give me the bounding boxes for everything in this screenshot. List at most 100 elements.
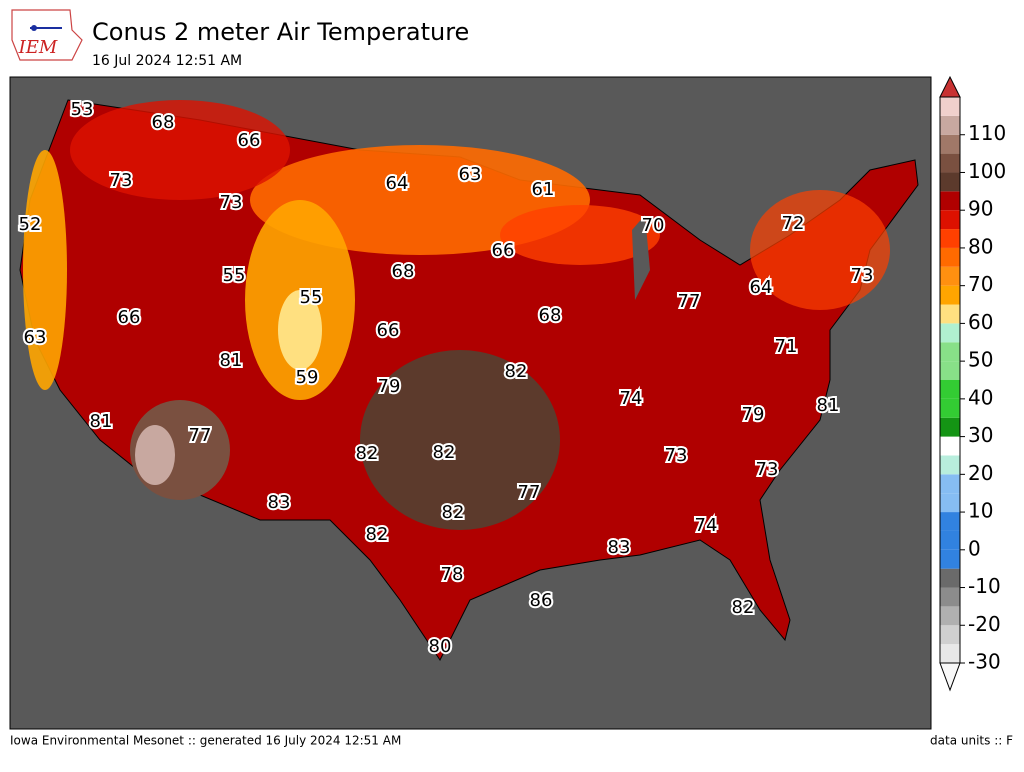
colorbar-tick-label: 100 (968, 159, 1006, 183)
colorbar-over (939, 75, 961, 98)
station-value: 52 (19, 214, 42, 235)
station-value: 82 (356, 443, 379, 464)
station-value: 77 (518, 482, 541, 503)
colorbar-bin (940, 606, 960, 626)
colorbar-bin (940, 97, 960, 116)
station-value: 63 (459, 164, 482, 185)
station-value: 55 (300, 287, 323, 308)
map (9, 76, 932, 730)
colorbar-bin (940, 625, 960, 645)
colorbar-tick-label: 30 (968, 423, 993, 447)
colorbar-bin (940, 153, 960, 173)
footer-right: data units :: F (930, 734, 1013, 748)
station-value: 81 (90, 411, 113, 432)
station-value: 66 (238, 130, 261, 151)
station-value: 79 (378, 376, 401, 397)
colorbar-bin (940, 493, 960, 513)
station-value: 81 (220, 350, 243, 371)
station-value: 59 (296, 367, 319, 388)
colorbar-tick-label: 40 (968, 385, 993, 409)
station-value: 81 (817, 395, 840, 416)
colorbar-tick-label: -20 (968, 612, 1001, 636)
colorbar-bin (940, 417, 960, 437)
colorbar-tick-label: 0 (968, 536, 981, 560)
station-value: 73 (665, 445, 688, 466)
station-value: 80 (429, 636, 452, 657)
colorbar-bin (940, 172, 960, 192)
colorbar-bin (940, 380, 960, 399)
colorbar-bin (940, 474, 960, 494)
colorbar-tick-label: 10 (968, 499, 993, 523)
colorbar-tick-label: -10 (968, 574, 1001, 598)
colorbar-bin (940, 568, 960, 588)
station-value: 73 (110, 170, 133, 191)
station-value: 82 (505, 361, 528, 382)
colorbar-bin (940, 342, 960, 362)
station-value: 73 (851, 265, 874, 286)
station-value: 77 (678, 291, 701, 312)
station-value: 82 (433, 442, 456, 463)
colorbar-bin (940, 266, 960, 286)
station-value: 63 (24, 327, 47, 348)
station-value: 74 (695, 515, 718, 536)
colorbar-bin (940, 361, 960, 380)
station-value: 73 (220, 192, 243, 213)
colorbar-bin (940, 323, 960, 343)
station-value: 66 (377, 320, 400, 341)
station-value: 74 (620, 388, 643, 409)
station-value: 83 (268, 492, 291, 513)
station-value: 72 (782, 213, 805, 234)
station-value: 66 (118, 307, 141, 328)
colorbar-tick-label: -30 (968, 650, 1001, 674)
colorbar-bin (940, 512, 960, 531)
colorbar-bin (940, 455, 960, 475)
station-value: 83 (608, 537, 631, 558)
station-value: 78 (441, 564, 464, 585)
colorbar: -30 -20 -10 0 10 20 30 40 50 60 70 80 90 100 110 (939, 75, 1006, 692)
colorbar-under (939, 662, 961, 692)
station-value: 82 (442, 502, 465, 523)
colorbar-tick-label: 80 (968, 234, 993, 258)
colorbar-bin (940, 644, 960, 663)
station-value: 82 (366, 524, 389, 545)
station-value: 68 (539, 305, 562, 326)
subtitle: 16 Jul 2024 12:51 AM (92, 53, 242, 69)
colorbar-tick-label: 110 (968, 121, 1006, 145)
station-value: 68 (152, 112, 175, 133)
station-value: 73 (756, 459, 779, 480)
colorbar-tick-label: 70 (968, 272, 993, 296)
colorbar-tick-label: 60 (968, 310, 993, 334)
colorbar-frame (939, 96, 961, 664)
station-value: 71 (775, 336, 798, 357)
colorbar-tick-label: 20 (968, 461, 993, 485)
station-value: 68 (392, 261, 415, 282)
colorbar-bin (940, 398, 960, 418)
colorbar-bin (940, 436, 960, 456)
colorbar-bin (940, 115, 960, 135)
station-value: 79 (742, 404, 765, 425)
station-value: 64 (386, 173, 409, 194)
colorbar-bin (940, 304, 960, 324)
colorbar-bin (940, 285, 960, 305)
colorbar-bin (940, 191, 960, 211)
station-value: 64 (750, 277, 773, 298)
colorbar-bin (940, 530, 960, 550)
station-value: 70 (642, 215, 665, 236)
colorbar-bin (940, 134, 960, 154)
station-value: 82 (732, 597, 755, 618)
colorbar-tick-label: 50 (968, 348, 993, 372)
station-labels: 53 68 66 73 73 52 55 55 66 63 81 59 68 66 64 63 61 70 72 73… (17, 97, 876, 659)
title: Conus 2 meter Air Temperature (92, 18, 469, 46)
station-value: 66 (492, 240, 515, 261)
colorbar-bin (940, 247, 960, 267)
logo-text: IEM (18, 37, 58, 58)
colorbar-bin (940, 549, 960, 569)
colorbar-tick-label: 90 (968, 197, 993, 221)
logo: IEM (11, 9, 83, 61)
footer-left: Iowa Environmental Mesonet :: generated … (10, 734, 401, 748)
station-value: 53 (71, 99, 94, 120)
colorbar-bin (940, 587, 960, 607)
colorbar-bin (940, 210, 960, 230)
colorbar-bin (940, 229, 960, 248)
